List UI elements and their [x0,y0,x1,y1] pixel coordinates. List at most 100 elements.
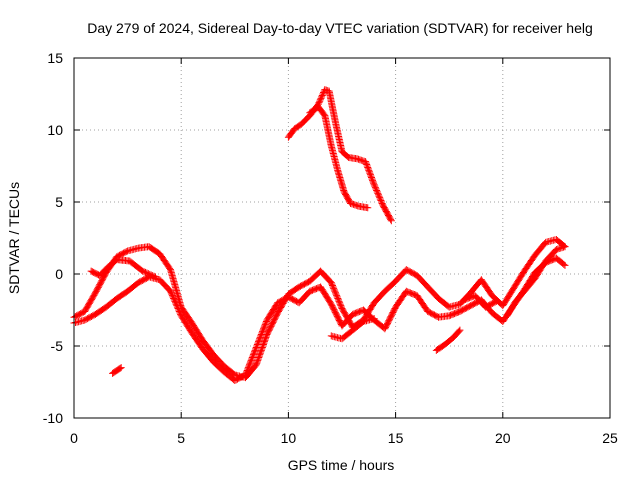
data-point [143,269,151,277]
data-point [261,320,269,328]
data-point [140,268,148,276]
data-point [256,349,264,357]
plot-frame [73,57,611,419]
data-point [364,163,372,171]
data-point [318,91,326,99]
data-point [363,162,371,170]
data-point [373,188,381,196]
x-tick-label: 5 [177,430,185,446]
data-point [141,268,149,276]
data-point [371,182,379,190]
x-axis-label: GPS time / hours [288,457,395,473]
data-point [117,364,125,372]
y-axis-label: SDTVAR / TECUs [6,182,22,294]
series-track-h [503,243,569,320]
data-point [172,299,180,307]
data-point [259,342,267,350]
data-point [317,94,325,102]
data-point [260,338,268,346]
data-point [254,355,262,363]
data-point [376,194,384,202]
data-point [257,332,265,340]
data-points [70,86,569,385]
data-point [336,299,344,307]
data-point [253,342,261,350]
y-tick-label: 15 [47,50,63,66]
data-point [252,343,260,351]
data-point [252,361,260,369]
data-point [170,294,178,302]
data-point [377,197,385,205]
series-track-f [432,326,464,354]
data-point [256,333,264,341]
data-point [372,185,380,193]
data-point [173,303,181,311]
data-point [333,292,341,300]
data-point [254,356,262,364]
data-point [362,159,370,167]
data-point [366,171,374,179]
chart-title: Day 279 of 2024, Sidereal Day-to-day VTE… [87,20,593,36]
data-point [168,290,176,298]
data-point [173,302,181,310]
data-point [258,343,266,351]
data-point [244,364,252,372]
data-point [318,93,326,101]
x-axis-ticks: 0 5 10 15 20 25 [70,58,618,446]
data-point [172,300,180,308]
data-point [259,341,267,349]
data-point [376,195,384,203]
data-point [255,354,263,362]
y-axis-ticks: -10 -5 0 5 10 15 [43,50,610,426]
data-point [254,338,262,346]
data-point [257,330,265,338]
data-point [387,215,395,223]
data-point [248,354,256,362]
data-point [370,179,378,187]
y-tick-label: -5 [51,338,64,354]
data-point [255,336,263,344]
data-point [492,297,500,305]
data-point [253,358,261,366]
series-track-g [460,292,500,311]
data-point [367,174,375,182]
data-point [328,282,336,290]
data-point [175,306,183,314]
data-point [249,352,257,360]
y-tick-label: -10 [43,410,63,426]
series-track-j [306,103,372,212]
data-point [257,348,265,356]
data-point [258,329,266,337]
data-point [167,289,175,297]
series-track-c [87,256,159,281]
data-point [365,166,373,174]
data-point [251,346,259,354]
data-point [260,323,268,331]
data-point [334,296,342,304]
data-point [371,184,379,192]
data-point [367,172,375,180]
data-point [245,361,253,369]
data-point [374,189,382,197]
data-point [244,365,252,373]
data-point [168,292,176,300]
data-point [330,284,338,292]
data-point [373,186,381,194]
x-tick-label: 20 [495,430,511,446]
data-point [175,307,183,315]
data-point [262,319,270,327]
data-point [257,346,265,354]
data-point [365,168,373,176]
data-point [370,315,378,323]
x-tick-label: 10 [281,430,297,446]
data-point [336,300,344,308]
data-point [176,309,184,317]
data-point [387,217,395,225]
data-point [316,97,324,105]
data-point [364,165,372,173]
data-point [455,327,463,335]
data-point [331,287,339,295]
data-point [370,181,378,189]
y-tick-label: 0 [55,266,63,282]
